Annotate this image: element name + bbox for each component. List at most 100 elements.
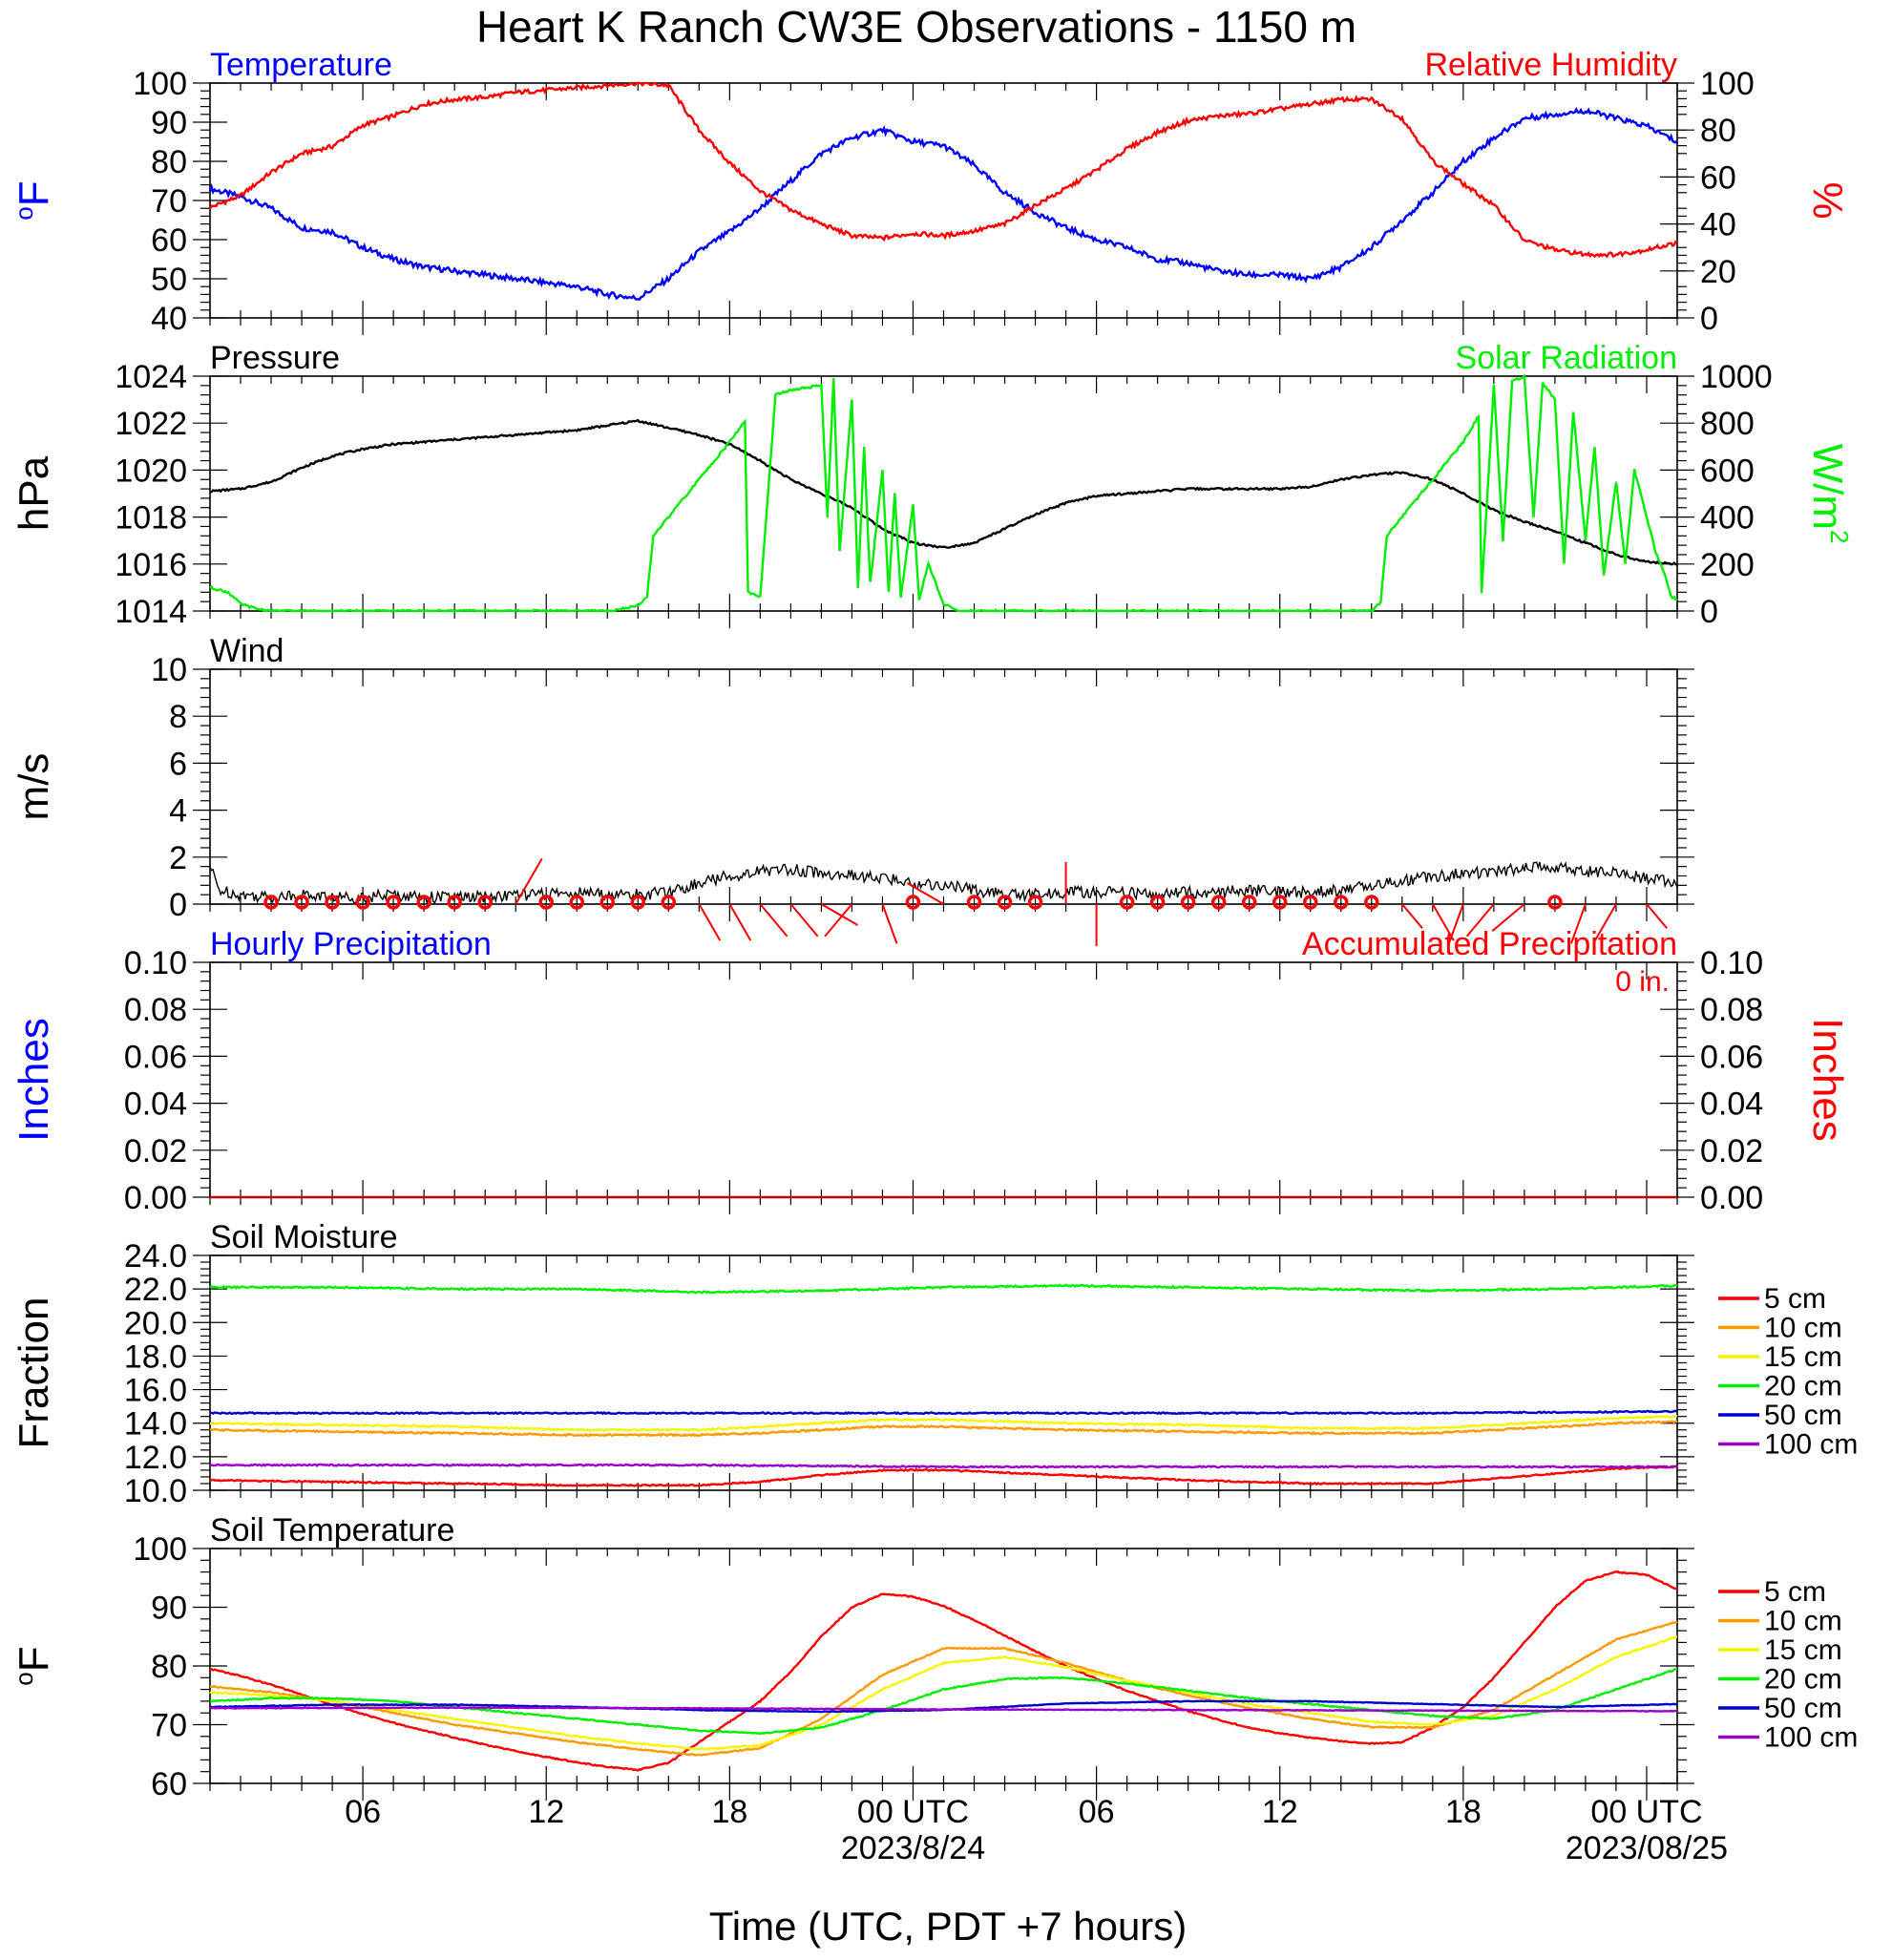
y-tick-label-right: 20 [1700,254,1736,290]
panel-soil-moisture: 10.012.014.016.018.020.022.024.0 Soil Moi… [11,1219,1858,1509]
wind-barb [824,903,853,938]
legend-label: 15 cm [1764,1634,1842,1666]
y-tick-label: 0.06 [124,1039,187,1075]
x-tick-label: 00 UTC [857,1794,969,1830]
y-tick-label: 0.10 [124,945,187,981]
panel-right-title: Accumulated Precipitation [1302,926,1677,962]
y-tick-label-right: 0.00 [1700,1180,1763,1216]
y-tick-label: 18.0 [124,1338,187,1375]
y-tick-label: 100 [133,1531,187,1568]
x-tick-label: 00 UTC [1590,1794,1702,1830]
wind-barb [728,903,752,941]
panel-left-title: Soil Moisture [210,1219,398,1255]
wind-calm-marker [1119,895,1135,910]
y-tick-label: 1018 [115,500,187,537]
wind-calm-marker [1272,895,1288,910]
wind-barb [1491,903,1525,933]
plot-frame [209,961,1678,1198]
y-tick-label-right: 60 [1700,159,1736,196]
y-tick-label-right: 1000 [1700,359,1773,395]
y-tick-label: 1020 [115,453,187,489]
y-tick-label: 8 [169,699,187,735]
series-line [209,1420,1678,1438]
series-line [208,107,1678,302]
y-tick-label: 70 [151,183,187,220]
x-tick-label: 12 [1262,1794,1298,1830]
wind-barb [515,857,543,905]
y-tick-label: 0.02 [124,1133,187,1170]
wind-barb [820,903,859,926]
wind-calm-marker [1547,895,1563,910]
y-tick-label: 0.00 [124,1180,187,1216]
wind-barb [759,903,788,938]
wind-barb [1447,903,1464,944]
wind-calm-marker [386,895,401,910]
y-tick-label-right: 800 [1700,406,1755,442]
y-tick-label-right: 200 [1700,547,1755,583]
y-axis-label-left: m/s [11,753,57,821]
y-tick-label: 70 [151,1708,187,1744]
x-tick-label: 12 [528,1794,564,1830]
legend-label: 50 cm [1764,1400,1842,1431]
y-tick-label-right: 80 [1700,113,1736,149]
wind-calm-marker [1027,895,1043,910]
series-line [208,81,1677,259]
chart-title: Heart K Ranch CW3E Observations - 1150 m [476,2,1356,52]
y-axis-label-right: W/m2 [1804,444,1854,544]
wind-calm-marker [325,895,340,910]
x-axis-label: Time (UTC, PDT +7 hours) [709,1904,1188,1949]
y-tick-label: 60 [151,1766,187,1802]
wind-barb [789,903,819,938]
wind-calm-marker [997,895,1013,910]
wind-barb [1465,903,1495,938]
panel-left-title: Temperature [210,47,392,83]
panel-left-title: Pressure [210,340,340,376]
y-tick-label-right: 0.04 [1700,1086,1763,1123]
wind-calm-marker [630,895,646,910]
y-tick-label: 0 [169,887,187,923]
y-tick-label: 2 [169,840,187,876]
y-tick-label: 6 [169,746,187,782]
wind-calm-marker [599,895,616,910]
wind-barb [906,882,945,905]
y-tick-label: 100 [133,66,187,102]
y-tick-label: 1016 [115,547,187,583]
wind-calm-marker [1149,895,1166,910]
series-line [209,1635,1678,1751]
y-tick-label-right: 600 [1700,453,1755,489]
wind-calm-marker [263,895,279,910]
y-tick-label: 12.0 [124,1440,187,1476]
wind-calm-marker [416,895,431,910]
series-line [209,1706,1677,1713]
wind-calm-marker [1364,895,1379,910]
wind-barb [1594,903,1617,941]
y-tick-label: 22.0 [124,1272,187,1308]
wind-calm-marker [1180,895,1196,910]
y-tick-label: 50 [151,262,187,298]
y-tick-label: 16.0 [124,1373,187,1409]
y-tick-label: 90 [151,105,187,141]
wind-barb [1401,903,1423,929]
panel-right-title: Solar Radiation [1456,340,1677,376]
y-tick-label-right: 0 [1700,594,1718,630]
panel-wind: 0 2 4 6 8 10 Wind m/s [11,633,1694,946]
wind-barb [1646,903,1668,929]
legend-label: 5 cm [1764,1576,1826,1608]
y-tick-label: 4 [169,793,187,830]
y-tick-label-right: 0.08 [1700,992,1763,1028]
wind-calm-marker [905,895,921,910]
x-tick-label: 18 [1445,1794,1482,1830]
wind-calm-marker [569,895,584,910]
series-line [210,1463,1678,1469]
y-tick-label-right: 0.02 [1700,1133,1763,1170]
legend-label: 5 cm [1764,1283,1826,1315]
x-tick-date: 2023/8/24 [841,1830,985,1866]
y-tick-label: 0.04 [124,1086,187,1123]
x-tick-label: 18 [711,1794,747,1830]
y-tick-label: 1022 [115,406,187,442]
wind-calm-marker [294,895,309,910]
plot-frame [209,82,1678,319]
y-axis-label-right: % [1804,181,1851,219]
y-axis-label-left: oF [10,1646,57,1685]
